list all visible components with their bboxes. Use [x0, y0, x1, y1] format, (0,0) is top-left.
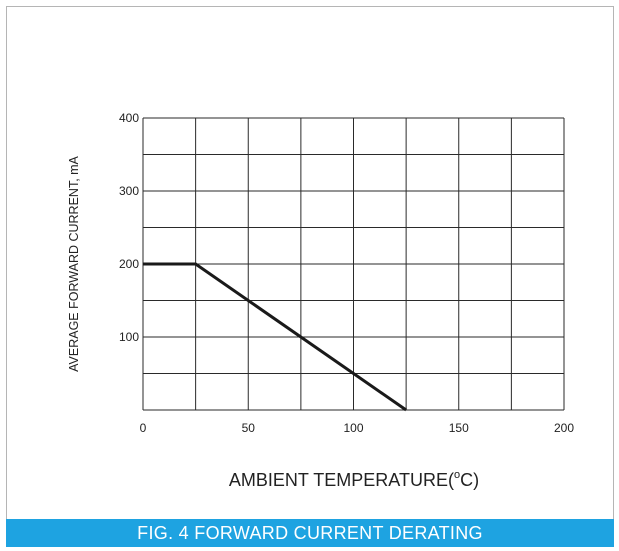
x-tick-label-200: 200	[554, 421, 574, 435]
figure-caption: FIG. 4 FORWARD CURRENT DERATING	[6, 519, 614, 547]
x-tick-label-50: 50	[242, 421, 256, 435]
x-axis-ticks: 0 50 100 150 200	[140, 421, 575, 435]
y-tick-label-300: 300	[119, 184, 139, 198]
y-tick-label-100: 100	[119, 330, 139, 344]
y-axis-label: AVERAGE FORWARD CURRENT, mA	[67, 155, 81, 371]
x-axis-label-unit: C)	[460, 470, 479, 490]
x-axis-label: AMBIENT TEMPERATURE(oC)	[229, 469, 479, 490]
y-axis-ticks: 100 200 300 400	[119, 111, 139, 344]
y-tick-label-200: 200	[119, 257, 139, 271]
chart-series	[143, 262, 407, 412]
chart-grid	[142, 117, 565, 411]
y-tick-label-400: 400	[119, 111, 139, 125]
x-tick-label-100: 100	[343, 421, 363, 435]
x-axis-label-degree: o	[454, 469, 460, 481]
derating-curve-0	[143, 262, 407, 412]
figure-frame	[6, 6, 614, 547]
x-tick-label-0: 0	[140, 421, 147, 435]
x-axis-label-main: AMBIENT TEMPERATURE(	[229, 470, 454, 490]
x-tick-label-150: 150	[449, 421, 469, 435]
